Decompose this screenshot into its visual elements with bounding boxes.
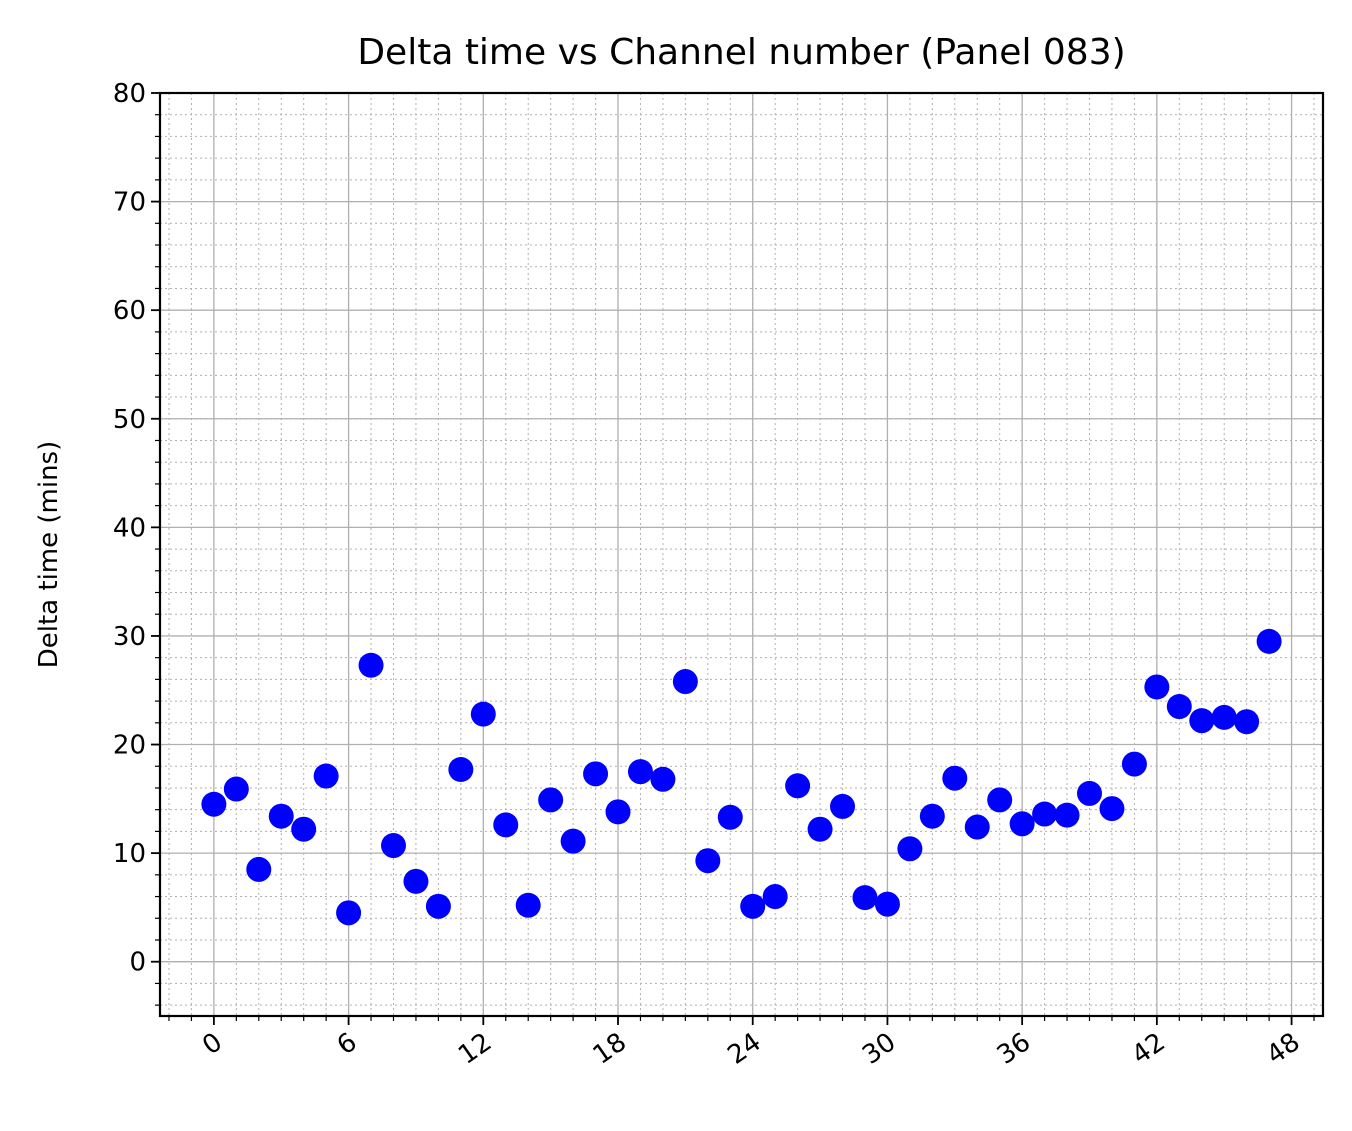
data-point [717, 804, 743, 830]
data-point [448, 757, 474, 783]
data-point [874, 891, 900, 917]
y-tick-label: 70 [113, 188, 146, 218]
x-tick-label: 18 [588, 1027, 632, 1071]
data-point [403, 868, 429, 894]
data-point [605, 799, 631, 825]
data-point [560, 828, 586, 854]
data-point [1166, 694, 1192, 720]
x-tick-label: 42 [1127, 1027, 1171, 1071]
y-tick-label: 10 [113, 839, 146, 869]
data-point [493, 812, 519, 838]
y-tick-label: 40 [113, 513, 146, 543]
x-tick-label: 48 [1261, 1027, 1305, 1071]
x-tick-label: 30 [857, 1027, 901, 1071]
data-point [336, 900, 362, 926]
data-point [1099, 796, 1125, 822]
data-point [830, 793, 856, 819]
y-tick-labels: 0 10 20 30 40 50 60 70 80 [113, 79, 146, 978]
x-tick-label: 36 [992, 1027, 1036, 1071]
x-tick-label: 6 [332, 1027, 363, 1061]
data-point [740, 893, 766, 919]
data-point [627, 759, 653, 785]
y-tick-label: 0 [129, 948, 146, 978]
x-tick-label: 12 [453, 1027, 497, 1071]
data-point [1121, 751, 1147, 777]
y-tick-label: 20 [113, 731, 146, 761]
axis-ticks [151, 92, 1315, 1025]
data-point [1211, 704, 1237, 730]
data-point [358, 652, 384, 678]
data-point [1054, 802, 1080, 828]
x-tick-label: 0 [197, 1027, 228, 1061]
plot-frame [158, 91, 1325, 1018]
data-point [1077, 780, 1103, 806]
x-tick-labels: 0 6 12 18 24 30 36 42 48 [197, 1027, 1305, 1071]
data-point [246, 856, 272, 882]
data-point [672, 669, 698, 695]
y-tick-label: 50 [113, 405, 146, 435]
data-point [785, 773, 811, 799]
major-grid [160, 92, 1323, 1016]
data-point [470, 701, 496, 727]
y-tick-label: 80 [113, 79, 146, 109]
data-point [762, 884, 788, 910]
chart-title: Delta time vs Channel number (Panel 083) [357, 32, 1125, 73]
data-point [987, 787, 1013, 813]
data-point [695, 848, 721, 874]
data-point [1032, 801, 1058, 827]
data-point [807, 816, 833, 842]
data-point [223, 776, 249, 802]
data-points [201, 628, 1282, 926]
data-point [650, 766, 676, 792]
data-point [919, 803, 945, 829]
x-tick-label: 24 [722, 1027, 766, 1071]
data-point [1144, 674, 1170, 700]
y-tick-label: 30 [113, 622, 146, 652]
data-point [1256, 628, 1282, 654]
data-point [942, 765, 968, 791]
data-point [380, 833, 406, 859]
data-point [583, 761, 609, 787]
data-point [1234, 709, 1260, 735]
data-point [538, 787, 564, 813]
data-point [268, 803, 294, 829]
data-point [964, 814, 990, 840]
data-point [897, 836, 923, 862]
data-point [201, 791, 227, 817]
data-point [1009, 811, 1035, 837]
data-point [852, 885, 878, 911]
y-axis-label: Delta time (mins) [34, 441, 64, 669]
data-point [425, 893, 451, 919]
data-point [313, 763, 339, 789]
y-tick-label: 60 [113, 296, 146, 326]
data-point [1189, 708, 1215, 734]
data-point [291, 816, 317, 842]
data-point [515, 892, 541, 918]
minor-grid [160, 92, 1323, 1016]
